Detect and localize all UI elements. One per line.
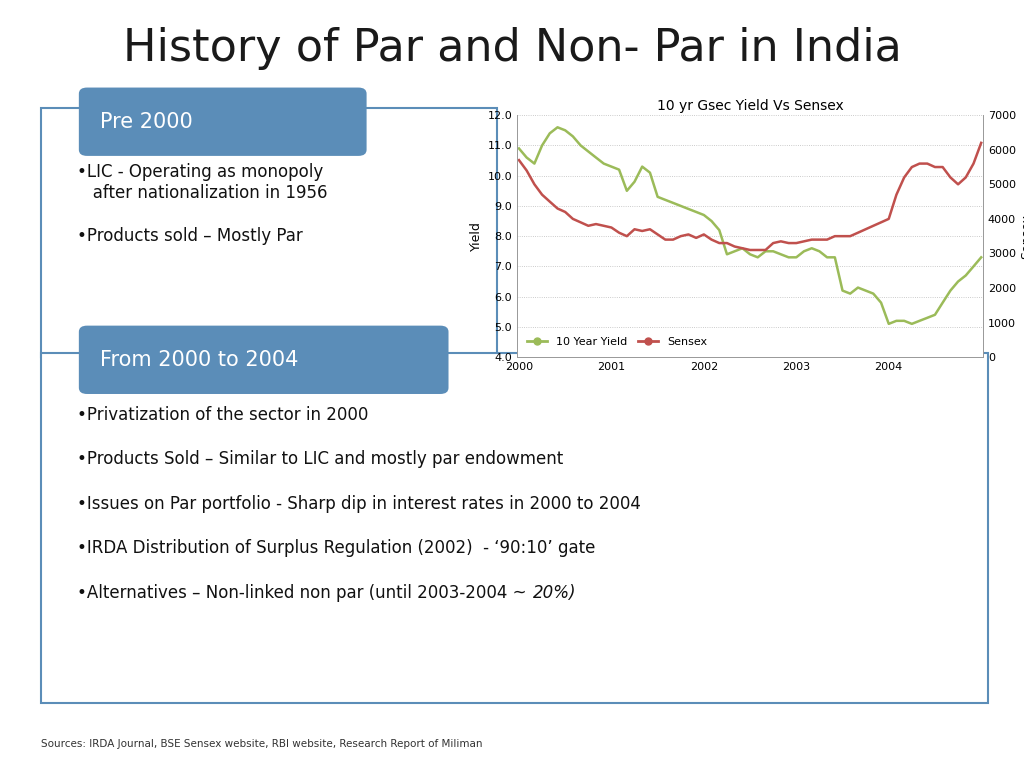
FancyBboxPatch shape	[79, 88, 367, 156]
Y-axis label: Sensex: Sensex	[1020, 214, 1024, 259]
Y-axis label: Yield: Yield	[470, 221, 483, 251]
FancyBboxPatch shape	[41, 108, 497, 357]
Text: •LIC - Operating as monopoly
   after nationalization in 1956: •LIC - Operating as monopoly after natio…	[77, 163, 328, 202]
Text: •Privatization of the sector in 2000: •Privatization of the sector in 2000	[77, 406, 369, 423]
Text: •Products sold – Mostly Par: •Products sold – Mostly Par	[77, 227, 302, 244]
Text: Pre 2000: Pre 2000	[100, 111, 194, 132]
Text: •Issues on Par portfolio - Sharp dip in interest rates in 2000 to 2004: •Issues on Par portfolio - Sharp dip in …	[77, 495, 641, 512]
Text: •Alternatives – Non-linked non par (until 2003-2004 ~: •Alternatives – Non-linked non par (unti…	[77, 584, 531, 601]
Text: Sources: IRDA Journal, BSE Sensex website, RBI website, Research Report of Milim: Sources: IRDA Journal, BSE Sensex websit…	[41, 739, 482, 749]
Text: History of Par and Non- Par in India: History of Par and Non- Par in India	[123, 27, 901, 70]
Legend: 10 Year Yield, Sensex: 10 Year Yield, Sensex	[522, 333, 712, 352]
Text: 20%): 20%)	[532, 584, 575, 601]
FancyBboxPatch shape	[41, 353, 988, 703]
FancyBboxPatch shape	[79, 326, 449, 394]
Text: From 2000 to 2004: From 2000 to 2004	[100, 349, 299, 370]
Text: •IRDA Distribution of Surplus Regulation (2002)  - ‘90:10’ gate: •IRDA Distribution of Surplus Regulation…	[77, 539, 595, 557]
Text: •Products Sold – Similar to LIC and mostly par endowment: •Products Sold – Similar to LIC and most…	[77, 450, 563, 468]
Title: 10 yr Gsec Yield Vs Sensex: 10 yr Gsec Yield Vs Sensex	[656, 98, 844, 113]
